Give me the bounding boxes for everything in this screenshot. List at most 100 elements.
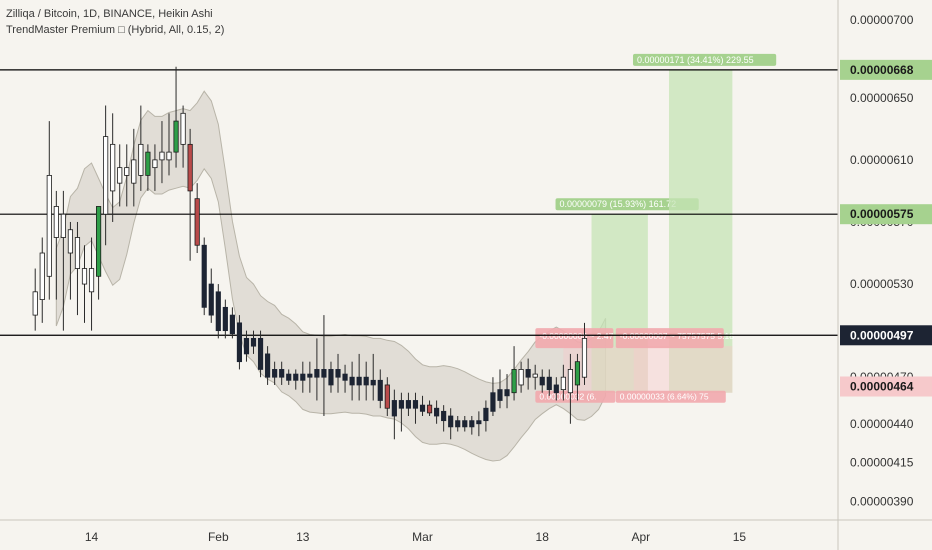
candle-body: [504, 389, 510, 397]
stop-label-bottom: 0.00000032 (6.: [539, 392, 596, 402]
indicator-label[interactable]: TrendMaster Premium □ (Hybrid, All, 0.15…: [6, 24, 225, 36]
candle-body: [286, 373, 292, 381]
candle-body: [525, 369, 531, 378]
candle: [243, 330, 250, 362]
candle-body: [469, 420, 475, 428]
candle: [96, 206, 102, 300]
candle-body: [67, 229, 74, 254]
candle-body: [215, 291, 221, 332]
candle-body: [74, 237, 81, 269]
price-label: 0.00000464: [850, 380, 914, 394]
candle: [152, 144, 158, 191]
candle: [342, 364, 348, 393]
candle-body: [300, 373, 306, 381]
candle: [53, 190, 59, 300]
candle-body: [229, 314, 235, 335]
candle-body: [370, 379, 376, 386]
candle-body: [159, 151, 165, 161]
candle: [215, 284, 221, 339]
candle-body: [60, 213, 66, 238]
candle-body: [490, 392, 496, 412]
candle: [469, 416, 475, 435]
candle-body: [152, 159, 158, 169]
candle: [307, 361, 313, 393]
candle-body: [560, 376, 566, 391]
candle: [434, 400, 440, 424]
candle-body: [236, 322, 243, 363]
x-tick-label: 13: [296, 530, 310, 544]
candle: [229, 307, 235, 339]
candle: [412, 392, 419, 424]
candle: [581, 322, 588, 385]
price-label-bg: [840, 204, 932, 225]
candle: [483, 400, 489, 432]
candle-body: [539, 376, 545, 386]
candle: [405, 392, 412, 416]
candle: [370, 353, 376, 401]
candle: [279, 361, 285, 385]
candle: [532, 364, 538, 390]
price-label: 0.00000668: [850, 63, 914, 77]
candle: [455, 416, 461, 432]
candle: [145, 144, 151, 191]
y-tick-label: 0.00000650: [850, 91, 914, 105]
candle: [335, 353, 341, 393]
candle: [67, 221, 74, 300]
candle: [39, 237, 45, 323]
candle-body: [180, 112, 186, 145]
stop-zone: [633, 346, 733, 393]
candle: [166, 113, 172, 176]
candle: [441, 405, 447, 432]
candle-body: [405, 400, 412, 409]
target-label: 0.00000079 (15.93%) 161.72: [560, 199, 677, 209]
price-label: 0.00000497: [850, 328, 914, 342]
candle-body: [131, 159, 137, 184]
candle-body: [124, 167, 130, 176]
candle-body: [321, 369, 327, 378]
candle: [159, 121, 165, 184]
candle: [504, 374, 510, 409]
candle-body: [441, 410, 447, 422]
candle-body: [138, 143, 144, 176]
symbol-title[interactable]: Zilliqa / Bitcoin, 1D, BINANCE, Heikin A…: [6, 8, 213, 20]
x-tick-label: 15: [733, 530, 747, 544]
candle-body: [434, 407, 440, 417]
candle: [314, 338, 320, 401]
candle: [117, 144, 123, 207]
candle-body: [201, 244, 207, 308]
target-zone: [591, 214, 648, 393]
candle: [448, 408, 454, 440]
candle: [180, 105, 186, 168]
candle: [546, 369, 552, 396]
candle-body: [574, 361, 581, 386]
target-label: 0.00000171 (34.41%) 229.55: [637, 55, 754, 65]
x-tick-label: 18: [536, 530, 550, 544]
candle-body: [88, 268, 95, 293]
x-tick-label: Mar: [412, 530, 433, 544]
y-tick-label: 0.00000415: [850, 456, 914, 470]
candle: [201, 237, 207, 316]
candle: [511, 346, 517, 401]
target-label-bg: [632, 53, 777, 66]
candle-body: [476, 420, 482, 425]
candle-body: [377, 379, 383, 401]
candle-body: [356, 376, 362, 386]
price-label-bg: [840, 325, 932, 346]
candle: [293, 369, 299, 390]
candle: [426, 400, 433, 416]
candle-body: [307, 373, 313, 378]
candle-body: [265, 353, 271, 378]
y-tick-label: 0.00000610: [850, 153, 914, 167]
candle-body: [419, 404, 426, 412]
candle-body: [187, 143, 193, 192]
candle: [384, 377, 390, 416]
candle-body: [222, 306, 228, 332]
candle: [300, 361, 306, 393]
chart-legend: Zilliqa / Bitcoin, 1D, BINANCE, Heikin A…: [6, 6, 224, 38]
candle-body: [145, 151, 151, 176]
candle: [490, 377, 496, 416]
candle: [321, 315, 327, 416]
candle: [518, 361, 524, 393]
